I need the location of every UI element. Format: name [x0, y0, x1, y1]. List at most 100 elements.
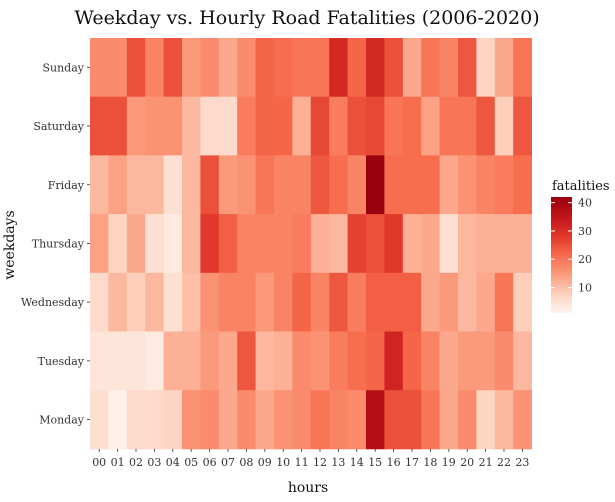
heatmap-cell	[255, 272, 275, 332]
heatmap-cell	[513, 390, 532, 450]
x-tick-label: 15	[368, 456, 382, 469]
heatmap-cell	[421, 390, 440, 450]
heatmap-cell	[439, 155, 459, 215]
x-tick-label: 14	[350, 456, 364, 469]
heatmap-cell	[366, 331, 385, 391]
x-tick-label: 22	[497, 456, 511, 469]
heatmap-cell	[310, 155, 330, 215]
x-tick-label: 18	[423, 456, 437, 469]
heatmap-cell	[329, 272, 348, 332]
heatmap-cell	[126, 214, 146, 274]
heatmap-cell	[402, 390, 422, 450]
heatmap-cell	[458, 331, 477, 391]
heatmap-cell	[347, 390, 367, 450]
heatmap-cell	[494, 390, 514, 450]
heatmap-cell	[163, 96, 183, 156]
heatmap-cell	[366, 214, 385, 274]
heatmap-cell	[458, 272, 477, 332]
heatmap-cell	[126, 155, 146, 215]
heatmap-cell	[163, 331, 183, 391]
heatmap-cell	[218, 331, 238, 391]
heatmap-cell	[90, 272, 109, 332]
heatmap-cell	[292, 38, 312, 98]
heatmap-cell	[274, 96, 293, 156]
heatmap-cell	[384, 272, 404, 332]
heatmap-cell	[274, 214, 293, 274]
heatmap-cell	[494, 155, 514, 215]
heatmap-cell	[90, 390, 109, 450]
y-tick-label: Tuesday	[38, 355, 85, 368]
heatmap-cell	[494, 272, 514, 332]
heatmap-cell	[126, 390, 146, 450]
heatmap-cell	[292, 96, 312, 156]
heatmap-cell	[237, 38, 256, 98]
y-tick-label: Thursday	[32, 237, 85, 250]
y-tick-label: Wednesday	[21, 296, 85, 309]
heatmap-cell	[476, 331, 496, 391]
heatmap-cell	[237, 155, 256, 215]
heatmap-cell	[347, 214, 367, 274]
heatmap-cell	[439, 390, 459, 450]
heatmap-cell	[402, 96, 422, 156]
x-tick-label: 07	[221, 456, 235, 469]
heatmap-cell	[218, 390, 238, 450]
heatmap-cell	[255, 155, 275, 215]
x-tick-label: 13	[331, 456, 345, 469]
y-tick-label: Friday	[48, 179, 85, 192]
heatmap-cell	[126, 38, 146, 98]
heatmap-cell	[439, 214, 459, 274]
heatmap-cell	[310, 38, 330, 98]
heatmap-cell	[218, 214, 238, 274]
heatmap-cell	[310, 214, 330, 274]
x-tick-label: 12	[313, 456, 327, 469]
x-axis-tick-labels: 00 01 02 03 04 05 06 07 08 09 10 11 12 13 14 15 16 17 18 19…	[92, 448, 529, 469]
heatmap-cell	[182, 214, 201, 274]
x-tick-label: 23	[515, 456, 529, 469]
x-tick-label: 03	[147, 456, 161, 469]
heatmap-cell	[366, 390, 385, 450]
heatmap-cell	[108, 38, 128, 98]
heatmap-cell	[476, 155, 496, 215]
x-tick-label: 16	[387, 456, 401, 469]
heatmap-cell	[237, 331, 256, 391]
heatmap-cell	[366, 155, 385, 215]
heatmap-cell	[347, 96, 367, 156]
heatmap-cell	[163, 214, 183, 274]
x-tick-label: 04	[166, 456, 180, 469]
legend-color-bar	[551, 197, 572, 313]
y-tick-label: Saturday	[33, 120, 84, 133]
heatmap-cell	[292, 390, 312, 450]
heatmap-cell	[200, 214, 220, 274]
heatmap-cell	[513, 96, 532, 156]
heatmap-cell	[494, 214, 514, 274]
heatmap-cell	[439, 96, 459, 156]
x-tick-label: 20	[460, 456, 474, 469]
heatmap-cell	[292, 214, 312, 274]
x-tick-label: 02	[129, 456, 143, 469]
heatmap-cell	[108, 272, 128, 332]
heatmap-cell	[476, 96, 496, 156]
heatmap-cell	[182, 272, 201, 332]
heatmap-cell	[458, 155, 477, 215]
heatmap-cell	[163, 272, 183, 332]
heatmap-cell	[421, 96, 440, 156]
legend-tick-label: 10	[578, 282, 592, 295]
heatmap-cell	[200, 272, 220, 332]
heatmap-cell	[274, 155, 293, 215]
heatmap-cell	[182, 331, 201, 391]
heatmap-cell	[200, 331, 220, 391]
heatmap-cell	[145, 331, 164, 391]
heatmap-cell	[108, 214, 128, 274]
legend: fatalities 10 20 30 40	[551, 179, 610, 313]
heatmap-cell	[402, 214, 422, 274]
heatmap-cell	[218, 38, 238, 98]
heatmap-cell	[292, 272, 312, 332]
heatmap-cell	[329, 390, 348, 450]
heatmap-cell	[513, 155, 532, 215]
heatmap-cell	[182, 155, 201, 215]
heatmap-cell	[384, 38, 404, 98]
x-tick-label: 21	[479, 456, 493, 469]
chart-title: Weekday vs. Hourly Road Fatalities (2006…	[74, 7, 539, 29]
heatmap-cell	[90, 214, 109, 274]
heatmap-cell	[145, 390, 164, 450]
